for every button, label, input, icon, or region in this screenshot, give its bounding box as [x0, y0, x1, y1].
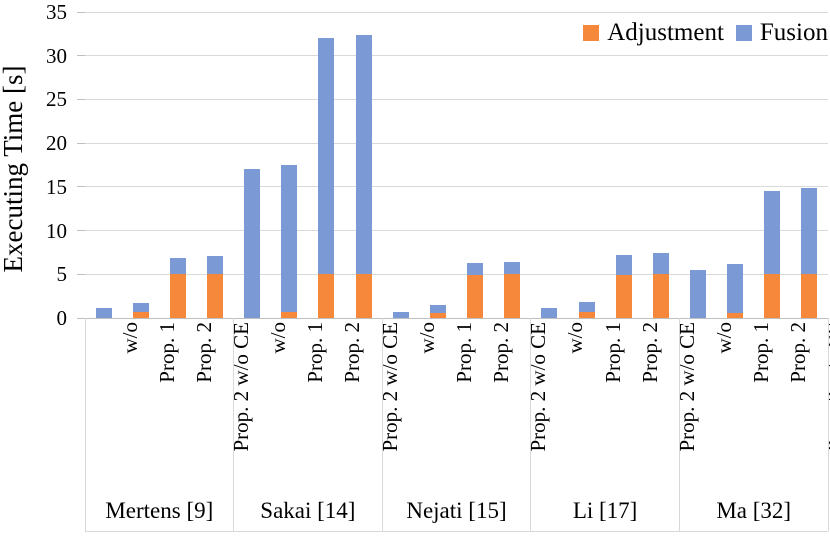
group-separator-1	[233, 318, 235, 531]
group-separator-0	[84, 318, 86, 531]
group-label-Nejati [15]: Nejati [15]	[406, 498, 507, 523]
bar-segment-fusion-Li [17]-Prop. 2 w/o CE	[652, 253, 669, 275]
group-label-Li [17]: Li [17]	[572, 498, 638, 523]
gridline-25	[85, 98, 828, 100]
category-label-Li [17]-w/o: w/o	[563, 322, 588, 354]
category-label-Mertens [9]-w/o: w/o	[117, 322, 142, 354]
y-tick-label-0: 0	[56, 306, 68, 330]
bar-segment-adjustment-Nejati [15]-Prop. 1	[429, 312, 446, 318]
bar-segment-fusion-Ma [32]-Prop. 2	[764, 191, 781, 275]
bar-segment-fusion-Ma [32]-Prop. 2 w/o CE	[801, 187, 818, 275]
y-tick-mark-30	[77, 55, 85, 57]
bar-segment-fusion-Li [17]-Prop. 1	[578, 301, 595, 313]
category-label-Mertens [9]-Prop. 2: Prop. 2	[191, 322, 216, 383]
category-label-Mertens [9]-Prop. 1: Prop. 1	[154, 322, 179, 383]
bar-segment-fusion-Ma [32]-Prop. 1	[727, 263, 744, 313]
group-separator-2	[381, 318, 383, 531]
category-label-Ma [32]-Prop. 2 w/o CE: Prop. 2 w/o CE	[822, 322, 830, 482]
bar-segment-adjustment-Mertens [9]-Prop. 1	[132, 311, 149, 318]
bar-segment-fusion-Nejati [15]-Prop. 2	[467, 262, 484, 276]
legend-label-adjustment: Adjustment	[607, 19, 724, 46]
y-tick-label-10: 10	[46, 218, 67, 243]
gridline-5	[85, 273, 828, 275]
bar-segment-adjustment-Mertens [9]-Prop. 2 w/o CE	[207, 274, 224, 318]
group-separator-5	[827, 318, 829, 531]
category-label-Li [17]-Prop. 2 w/o CE: Prop. 2 w/o CE	[674, 322, 699, 452]
bar-segment-fusion-Sakai [14]-w/o	[244, 169, 261, 318]
bar-segment-adjustment-Nejati [15]-Prop. 2	[467, 275, 484, 318]
bar-segment-adjustment-Mertens [9]-Prop. 2	[169, 274, 186, 318]
bar-segment-fusion-Ma [32]-w/o	[689, 269, 706, 318]
category-label-Li [17]-Prop. 1: Prop. 1	[600, 322, 625, 383]
bar-segment-fusion-Li [17]-Prop. 2	[615, 255, 632, 276]
category-label-Nejati [15]-Prop. 2: Prop. 2	[489, 322, 514, 383]
y-tick-label-30: 30	[46, 43, 67, 68]
group-label-Ma [32]: Ma [32]	[716, 498, 792, 523]
plot-area	[85, 11, 828, 318]
group-separator-3	[530, 318, 532, 531]
gridline-30	[85, 55, 828, 57]
bar-segment-adjustment-Sakai [14]-Prop. 2	[318, 274, 335, 318]
bar-segment-fusion-Mertens [9]-Prop. 1	[132, 303, 149, 312]
y-tick-mark-25	[77, 98, 85, 100]
y-tick-mark-5	[77, 273, 85, 275]
y-tick-mark-35	[77, 11, 85, 13]
bar-segment-adjustment-Ma [32]-Prop. 1	[727, 312, 744, 318]
bar-segment-adjustment-Nejati [15]-Prop. 2 w/o CE	[504, 274, 521, 318]
gridline-10	[85, 230, 828, 232]
bar-segment-adjustment-Sakai [14]-Prop. 1	[281, 311, 298, 318]
y-tick-label-20: 20	[46, 131, 67, 156]
bar-segment-fusion-Nejati [15]-Prop. 2 w/o CE	[504, 262, 521, 275]
bar-segment-adjustment-Ma [32]-Prop. 2	[764, 274, 781, 318]
legend: Adjustment Fusion	[583, 19, 828, 47]
group-separator-4	[678, 318, 680, 531]
category-label-Nejati [15]-w/o: w/o	[414, 322, 439, 354]
legend-label-fusion: Fusion	[759, 19, 828, 46]
bar-segment-adjustment-Li [17]-Prop. 1	[578, 312, 595, 318]
legend-item-adjustment: Adjustment	[583, 19, 724, 47]
y-tick-mark-15	[77, 186, 85, 188]
y-tick-mark-20	[77, 142, 85, 144]
bar-segment-fusion-Sakai [14]-Prop. 2 w/o CE	[355, 34, 372, 275]
y-tick-label-15: 15	[46, 174, 67, 199]
category-label-Li [17]-Prop. 2: Prop. 2	[637, 322, 662, 383]
bar-segment-fusion-Mertens [9]-w/o	[95, 308, 112, 318]
category-label-Sakai [14]-Prop. 2 w/o CE: Prop. 2 w/o CE	[377, 322, 402, 452]
bar-segment-adjustment-Li [17]-Prop. 2	[615, 275, 632, 318]
group-label-Sakai [14]: Sakai [14]	[260, 498, 356, 523]
label-area-bottom-border	[85, 531, 828, 532]
bar-segment-fusion-Mertens [9]-Prop. 2	[169, 257, 186, 275]
gridline-35	[85, 11, 828, 13]
adjustment-swatch-icon	[583, 25, 600, 41]
bar-segment-fusion-Sakai [14]-Prop. 2	[318, 38, 335, 275]
category-label-Ma [32]-w/o: w/o	[711, 322, 736, 354]
y-tick-mark-10	[77, 230, 85, 232]
bar-segment-fusion-Mertens [9]-Prop. 2 w/o CE	[207, 255, 224, 275]
group-label-Mertens [9]: Mertens [9]	[105, 498, 214, 523]
bar-segment-adjustment-Sakai [14]-Prop. 2 w/o CE	[355, 274, 372, 318]
x-axis-line	[77, 318, 828, 319]
category-label-Sakai [14]-Prop. 2: Prop. 2	[340, 322, 365, 383]
legend-item-fusion: Fusion	[735, 19, 828, 47]
bar-segment-adjustment-Li [17]-Prop. 2 w/o CE	[652, 274, 669, 318]
y-tick-label-5: 5	[56, 262, 68, 287]
y-tick-label-25: 25	[46, 87, 67, 112]
category-label-Nejati [15]-Prop. 2 w/o CE: Prop. 2 w/o CE	[526, 322, 551, 452]
bar-segment-fusion-Sakai [14]-Prop. 1	[281, 165, 298, 312]
bar-segment-fusion-Nejati [15]-Prop. 1	[429, 305, 446, 313]
category-label-Ma [32]-Prop. 2: Prop. 2	[786, 322, 811, 383]
category-label-Mertens [9]-Prop. 2 w/o CE: Prop. 2 w/o CE	[229, 322, 254, 452]
gridline-15	[85, 186, 828, 188]
bar-segment-fusion-Li [17]-w/o	[541, 308, 558, 318]
category-label-Nejati [15]-Prop. 1: Prop. 1	[451, 322, 476, 383]
bar-segment-fusion-Nejati [15]-w/o	[392, 311, 409, 318]
fusion-swatch-icon	[735, 25, 752, 41]
bar-segment-adjustment-Ma [32]-Prop. 2 w/o CE	[801, 274, 818, 318]
category-label-Sakai [14]-w/o: w/o	[266, 322, 291, 354]
category-label-Sakai [14]-Prop. 1: Prop. 1	[303, 322, 328, 383]
category-label-Ma [32]-Prop. 1: Prop. 1	[749, 322, 774, 383]
gridline-20	[85, 142, 828, 144]
y-tick-label-35: 35	[46, 0, 67, 24]
